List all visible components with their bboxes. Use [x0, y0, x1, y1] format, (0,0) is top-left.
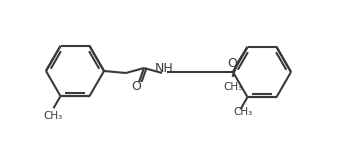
- Text: CH₃: CH₃: [233, 107, 252, 117]
- Text: CH₃: CH₃: [44, 111, 63, 121]
- Text: O: O: [131, 80, 141, 92]
- Text: O: O: [227, 57, 238, 70]
- Text: CH₃: CH₃: [223, 82, 242, 92]
- Text: NH: NH: [155, 61, 174, 75]
